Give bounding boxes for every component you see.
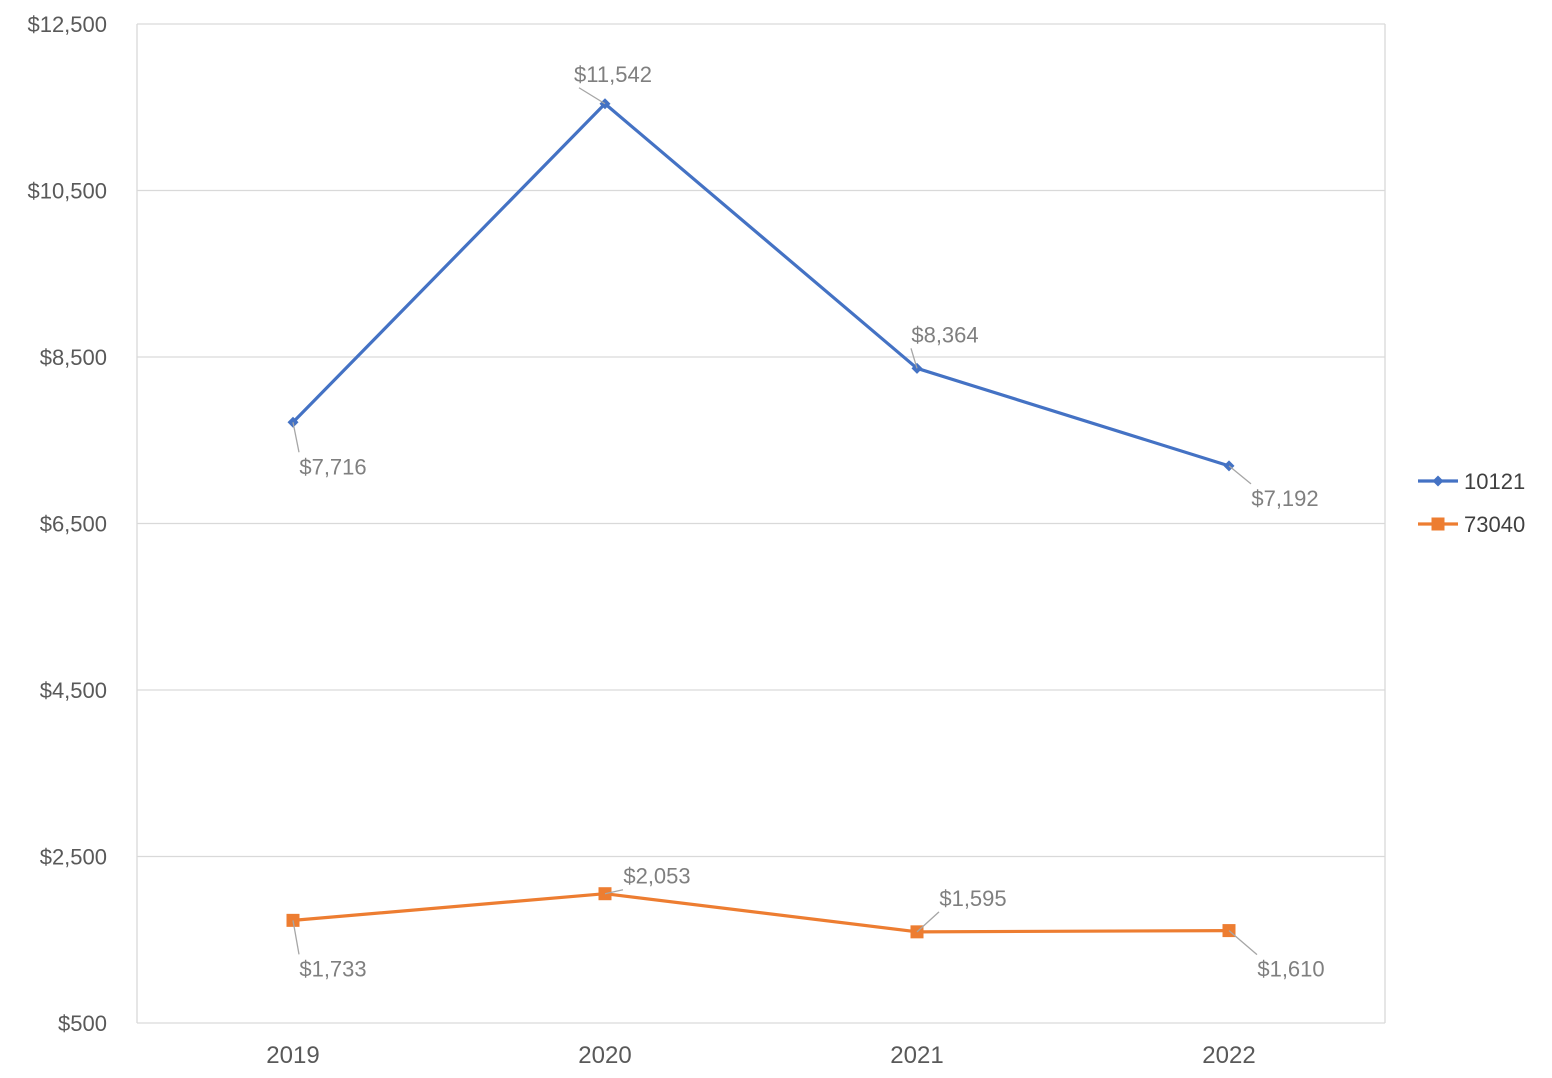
legend: 10121 73040 xyxy=(1418,469,1525,537)
legend-label-73040: 73040 xyxy=(1464,512,1525,537)
leader-line xyxy=(578,87,606,105)
data-label-10121: $7,716 xyxy=(299,454,366,479)
y-tick-label: $12,500 xyxy=(27,12,107,37)
data-label-73040: $1,595 xyxy=(939,886,1006,911)
data-label-73040: $1,610 xyxy=(1257,957,1324,982)
leader-line xyxy=(604,889,624,895)
x-tick-label: 2022 xyxy=(1202,1042,1255,1069)
gridlines xyxy=(137,23,1385,858)
leader-line xyxy=(292,422,300,453)
x-tick-label: 2020 xyxy=(578,1042,631,1069)
legend-marker-10121 xyxy=(1432,475,1444,487)
series-group xyxy=(286,98,1236,939)
legend-label-10121: 10121 xyxy=(1464,469,1525,494)
y-tick-label: $10,500 xyxy=(27,179,107,204)
legend-marker-73040 xyxy=(1431,517,1445,531)
leader-line xyxy=(910,348,918,369)
series-line-73040 xyxy=(292,892,1230,934)
x-tick-label: 2019 xyxy=(266,1042,319,1069)
y-tick-label: $500 xyxy=(58,1011,107,1036)
leader-line xyxy=(916,911,940,933)
data-label-73040: $1,733 xyxy=(299,956,366,981)
data-label-10121: $8,364 xyxy=(911,322,978,347)
y-tick-label: $8,500 xyxy=(40,345,107,370)
leader-line xyxy=(1228,930,1258,956)
series-line-10121 xyxy=(291,102,1230,468)
y-tick-label: $6,500 xyxy=(40,512,107,537)
y-tick-label: $2,500 xyxy=(40,845,107,870)
data-label-10121: $7,192 xyxy=(1251,486,1318,511)
y-axis-ticks: $500 $2,500 $4,500 $6,500 $8,500 $10,500 $12,5… xyxy=(27,12,107,1036)
data-label-73040: $2,053 xyxy=(623,864,690,889)
data-label-10121: $11,542 xyxy=(574,62,652,87)
axes xyxy=(136,24,1386,1024)
leader-line xyxy=(1228,465,1252,485)
y-tick-label: $4,500 xyxy=(40,678,107,703)
data-labels: $7,716 $11,542 $8,364 $7,192 $1,733 $2,053 $1,… xyxy=(292,62,1325,982)
leader-line xyxy=(292,920,300,955)
x-axis-ticks: 2019 2020 2021 2022 xyxy=(266,1042,1255,1069)
x-tick-label: 2021 xyxy=(890,1042,943,1069)
